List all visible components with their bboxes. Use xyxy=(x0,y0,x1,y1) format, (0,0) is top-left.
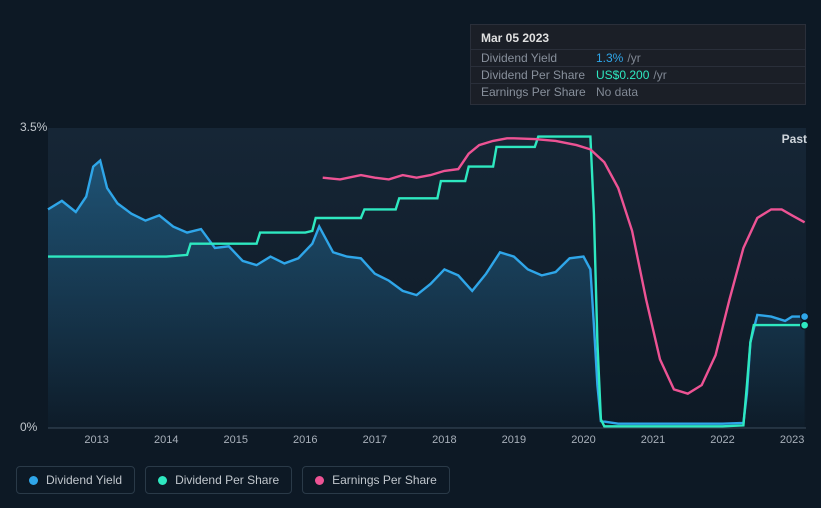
tooltip-row-value: 1.3% xyxy=(596,51,623,65)
tooltip-date: Mar 05 2023 xyxy=(471,31,805,49)
x-axis-tick: 2013 xyxy=(84,434,108,446)
y-axis-tick: 0% xyxy=(20,420,37,434)
x-axis-tick: 2014 xyxy=(154,434,178,446)
x-axis-tick: 2021 xyxy=(641,434,665,446)
tooltip-row-unit: /yr xyxy=(653,68,666,82)
legend: Dividend Yield Dividend Per Share Earnin… xyxy=(16,466,450,494)
legend-item-dividend-yield[interactable]: Dividend Yield xyxy=(16,466,135,494)
tooltip-row-unit: /yr xyxy=(627,51,640,65)
marker-dividend-yield xyxy=(801,313,809,321)
past-label: Past xyxy=(782,132,807,146)
legend-item-dividend-per-share[interactable]: Dividend Per Share xyxy=(145,466,292,494)
tooltip-row: Dividend Per ShareUS$0.200/yr xyxy=(471,66,805,83)
tooltip-row-nodata: No data xyxy=(596,85,638,99)
x-axis-tick: 2018 xyxy=(432,434,456,446)
legend-label: Dividend Yield xyxy=(46,473,122,487)
legend-label: Dividend Per Share xyxy=(175,473,279,487)
x-axis-tick: 2020 xyxy=(571,434,595,446)
x-axis-tick: 2015 xyxy=(224,434,248,446)
y-axis-tick: 3.5% xyxy=(20,120,47,134)
marker-dividend-per-share xyxy=(801,321,809,329)
tooltip-row-label: Dividend Per Share xyxy=(481,68,596,82)
x-axis-tick: 2017 xyxy=(363,434,387,446)
legend-item-earnings-per-share[interactable]: Earnings Per Share xyxy=(302,466,450,494)
x-axis-tick: 2019 xyxy=(502,434,526,446)
tooltip-row-value: US$0.200 xyxy=(596,68,649,82)
x-axis-tick: 2023 xyxy=(780,434,804,446)
legend-dot xyxy=(158,476,167,485)
x-axis-tick: 2016 xyxy=(293,434,317,446)
legend-dot xyxy=(315,476,324,485)
legend-label: Earnings Per Share xyxy=(332,473,437,487)
dividend-chart-container: { "canvas": { "w": 821, "h": 508 }, "plo… xyxy=(0,0,821,508)
tooltip-row-label: Earnings Per Share xyxy=(481,85,596,99)
legend-dot xyxy=(29,476,38,485)
tooltip-row: Dividend Yield1.3% /yr xyxy=(471,49,805,66)
tooltip-row: Earnings Per ShareNo data xyxy=(471,83,805,100)
chart-tooltip: Mar 05 2023 Dividend Yield1.3%/yrDividen… xyxy=(470,24,806,105)
tooltip-row-label: Dividend Yield xyxy=(481,51,596,65)
x-axis-tick: 2022 xyxy=(710,434,734,446)
